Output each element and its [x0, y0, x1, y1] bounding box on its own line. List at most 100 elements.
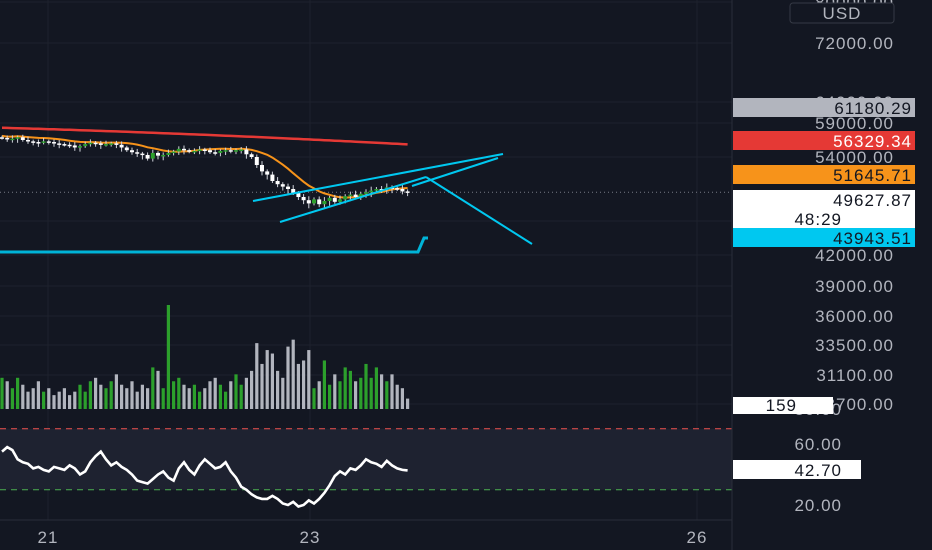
price-tick-label: 72000.00 [815, 34, 894, 53]
candle [135, 148, 140, 157]
candle [306, 196, 311, 209]
volume-bar [47, 388, 51, 409]
rsi-tick-label: 60.00 [794, 435, 842, 454]
volume-bar [286, 346, 290, 409]
volume-bar [213, 377, 217, 409]
candle [286, 183, 290, 194]
trend-line[interactable] [279, 176, 427, 223]
trend-line[interactable] [411, 157, 499, 187]
volume-bar [130, 381, 134, 409]
volume-bar [52, 395, 56, 409]
currency-label: USD [823, 4, 862, 23]
candle [114, 140, 119, 149]
candle [223, 147, 228, 156]
candle [280, 182, 285, 191]
price-tick-label: 36000.00 [815, 307, 894, 326]
candle [140, 151, 145, 160]
volume-bar [36, 381, 40, 409]
volume-bar [244, 377, 248, 409]
candle [249, 152, 254, 159]
price-tag: 43943.51 [733, 228, 915, 248]
candle [208, 147, 212, 154]
candle [239, 147, 244, 154]
volume-bar [302, 360, 306, 409]
volume-bar [255, 343, 259, 409]
candle [254, 154, 259, 168]
volume-bar [307, 350, 311, 409]
candle [270, 171, 275, 183]
volume-bar [57, 391, 61, 409]
countdown-label: 48:29 [794, 210, 842, 229]
candle [265, 169, 270, 180]
candle [93, 141, 98, 147]
time-tick-label: 26 [687, 528, 708, 547]
candle [202, 147, 207, 155]
volume-bar [166, 305, 170, 409]
candle [358, 191, 363, 200]
candle [192, 148, 197, 155]
price-tick-label: 59000.00 [815, 114, 894, 133]
price-tick-label: 31100.00 [816, 366, 894, 385]
candle [52, 139, 56, 147]
candle [187, 148, 192, 154]
candle [213, 148, 218, 156]
volume-bar [265, 350, 269, 409]
candle [182, 145, 186, 155]
candle [57, 140, 62, 149]
candle [83, 141, 88, 148]
volume-bar [0, 377, 4, 409]
volume-bar [42, 391, 46, 409]
volume-bar [385, 381, 389, 409]
price-tag: 56329.34 [733, 131, 915, 151]
volume-bar [125, 388, 129, 409]
volume-bar [239, 384, 243, 409]
time-axis[interactable]: 21 23 26 [38, 528, 708, 547]
candle [156, 151, 160, 160]
trend-line[interactable] [252, 153, 504, 202]
candle [72, 142, 77, 151]
volume-bar [120, 384, 124, 409]
trend-line[interactable] [425, 176, 533, 245]
volume-bar [26, 391, 30, 409]
time-tick-label: 21 [38, 528, 59, 547]
trend-lines[interactable] [252, 153, 533, 245]
candle [197, 146, 202, 155]
time-tick-label: 23 [300, 528, 321, 547]
volume-bar [218, 384, 222, 409]
candle [171, 149, 176, 156]
candle [62, 142, 67, 147]
volume-bar [359, 377, 363, 409]
volume-bar [260, 363, 264, 409]
volume-bar [276, 370, 280, 409]
volume-bar [364, 363, 368, 409]
price-tag-label: 43943.51 [833, 229, 912, 248]
volume-bar [234, 374, 238, 409]
candle [46, 139, 51, 145]
volume-bar [62, 388, 66, 409]
volume-bar [140, 384, 144, 409]
currency-selector[interactable]: USD [789, 2, 895, 24]
candle [41, 138, 46, 145]
candle [218, 149, 223, 157]
price-tags: 61180.29 56329.34 51645.71 49627.8748:29439… [733, 98, 915, 480]
candle [104, 140, 108, 147]
price-tag-label: 56329.34 [833, 132, 912, 151]
volume-bar [135, 391, 139, 409]
volume-bar [291, 339, 295, 409]
volume-bar [354, 381, 358, 409]
volume-bar [68, 395, 72, 409]
volume-bar [78, 384, 82, 409]
volume-bar [187, 388, 191, 409]
volume-bar [312, 388, 316, 409]
price-tick-label: 39000.00 [815, 277, 894, 296]
volume-bar [21, 384, 25, 409]
volume-bars [0, 305, 410, 409]
price-tag-label: 61180.29 [834, 99, 912, 118]
volume-bar [5, 381, 9, 409]
price-tag: 61180.29 [733, 98, 915, 118]
candle [145, 152, 150, 161]
volume-bar [31, 388, 35, 409]
candle [124, 145, 129, 152]
